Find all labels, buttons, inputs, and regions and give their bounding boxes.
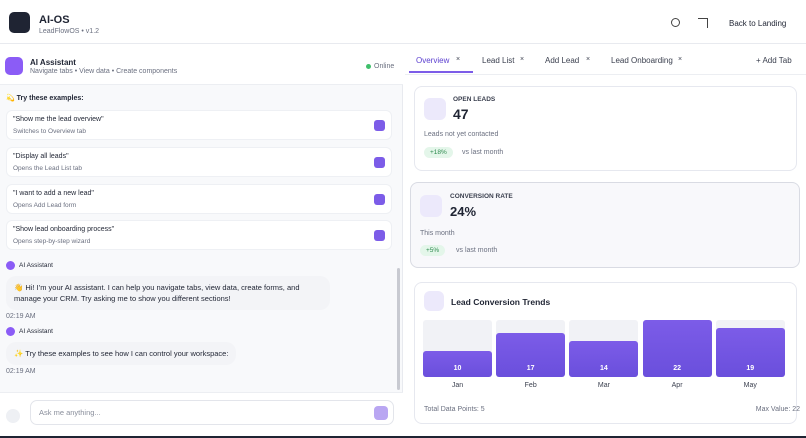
example-prompt: "I want to add a new lead": [13, 190, 94, 197]
card-value: 47: [453, 106, 469, 122]
tab[interactable]: Overview: [416, 56, 450, 65]
bar-value: 19: [746, 365, 755, 372]
assistant-subtitle: Navigate tabs • View data • Create compo…: [30, 68, 178, 75]
bar: [642, 320, 712, 377]
tab[interactable]: Lead List: [482, 56, 515, 65]
app-title: AI-OS: [39, 14, 70, 26]
example[interactable]: "Show me the lead overview" Switches to O…: [6, 110, 392, 140]
bar: [423, 351, 492, 377]
example[interactable]: "Show lead onboarding process" Opens step…: [6, 220, 392, 250]
bar-label: May: [743, 382, 757, 389]
close-tab[interactable]: ×: [456, 56, 461, 63]
card-icon: [424, 98, 446, 120]
app-subtitle: LeadFlowOS • v1.2: [39, 28, 100, 35]
card-compare: vs last month: [456, 247, 498, 254]
trend-footer: Total Data Points: 5: [424, 406, 485, 413]
example-desc: Opens step-by-step wizard: [13, 238, 91, 245]
example[interactable]: "I want to add a new lead" Opens Add Lead…: [6, 184, 392, 214]
close-tab[interactable]: ×: [678, 56, 683, 63]
example-desc: Switches to Overview tab: [13, 128, 86, 135]
send-icon: [374, 230, 385, 241]
metric-card: [414, 86, 797, 171]
add-tab[interactable]: + Add Tab: [756, 56, 792, 65]
mic-button[interactable]: [6, 409, 20, 423]
sender: AI Assistant: [19, 262, 53, 269]
bar: [715, 327, 785, 377]
bar-value: 14: [599, 365, 608, 372]
bar: [569, 340, 639, 377]
bar-value: 17: [526, 365, 535, 372]
send-icon: [374, 120, 385, 131]
chat-input[interactable]: [30, 400, 394, 425]
example-prompt: "Show me the lead overview": [13, 116, 104, 123]
metric-card: [410, 182, 800, 268]
trend-title: Lead Conversion Trends: [451, 297, 551, 307]
tab[interactable]: Lead Onboarding: [611, 56, 673, 65]
example-desc: Opens Add Lead form: [13, 202, 77, 209]
message: 👋 Hi! I'm your AI assistant. I can help …: [6, 276, 330, 310]
card-label: CONVERSION RATE: [450, 193, 513, 200]
bottom-edge: [0, 436, 806, 438]
card-icon: [420, 195, 442, 217]
card-desc: This month: [420, 230, 455, 237]
change-pill: +5%: [420, 245, 446, 256]
example-prompt: "Display all leads": [13, 153, 69, 160]
close-tab[interactable]: ×: [586, 56, 591, 63]
status-dot: [366, 64, 371, 69]
back-button[interactable]: Back to Landing: [729, 19, 787, 28]
send-icon: [374, 194, 385, 205]
bar: [496, 332, 566, 377]
example-prompt: "Show lead onboarding process": [13, 226, 115, 233]
close-tab[interactable]: ×: [520, 56, 525, 63]
avatar: [6, 261, 15, 270]
message-time: 02:19 AM: [6, 313, 36, 320]
send-button[interactable]: [374, 406, 388, 420]
scrollbar[interactable]: [397, 268, 400, 390]
settings-button[interactable]: [671, 18, 680, 27]
assistant-title: AI Assistant: [30, 58, 76, 67]
example-desc: Opens the Lead List tab: [13, 165, 83, 172]
message: ✨ Try these examples to see how I can co…: [6, 342, 237, 365]
message-time: 02:19 AM: [6, 368, 36, 375]
bar-label: Feb: [524, 382, 537, 389]
card-value: 24%: [450, 204, 477, 219]
bar-label: Jan: [451, 382, 464, 389]
input-placeholder: Ask me anything...: [39, 408, 101, 417]
card-icon: [424, 291, 444, 311]
bar-label: Apr: [671, 382, 683, 389]
expand-button[interactable]: [698, 18, 708, 28]
card-label: OPEN LEADS: [453, 96, 496, 103]
tab-bar: [405, 45, 806, 75]
card-desc: Leads not yet contacted: [424, 131, 499, 138]
tab[interactable]: Add Lead: [545, 56, 580, 65]
bar-label: Mar: [597, 382, 610, 389]
send-icon: [374, 157, 385, 168]
example[interactable]: "Display all leads" Opens the Lead List t…: [6, 147, 392, 177]
change-pill: +18%: [424, 147, 453, 158]
status: Online: [374, 63, 395, 70]
card-compare: vs last month: [462, 149, 504, 156]
sender: AI Assistant: [19, 328, 53, 335]
examples-heading: 💫 Try these examples:: [6, 95, 84, 102]
bar-value: 22: [673, 365, 681, 372]
header: [0, 0, 806, 44]
assistant-header: [0, 45, 403, 85]
assistant-icon: [5, 57, 23, 75]
logo: [9, 12, 30, 33]
trend-footer: Max Value: 22: [755, 406, 800, 413]
avatar: [6, 327, 15, 336]
active-tab-underline: [409, 71, 473, 73]
bar-value: 10: [453, 365, 462, 372]
